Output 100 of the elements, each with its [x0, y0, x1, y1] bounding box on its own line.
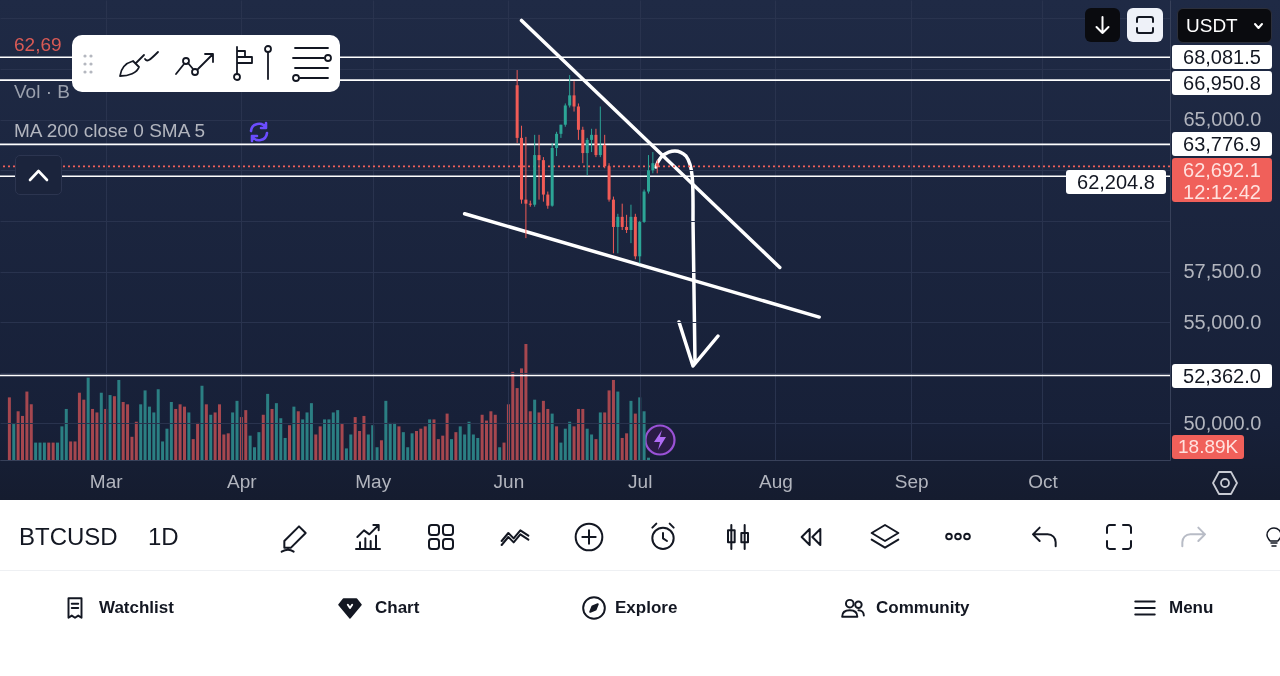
- bar: [620, 437, 624, 460]
- bar: [388, 422, 392, 460]
- bar: [428, 419, 432, 460]
- y-tick-label: 57,500.0: [1183, 260, 1262, 283]
- bar: [270, 408, 274, 460]
- bar: [353, 417, 357, 460]
- ref-line-label: 62,204.8: [1066, 170, 1166, 195]
- bar: [169, 402, 173, 460]
- bar: [480, 414, 484, 460]
- bar: [156, 389, 160, 460]
- bar: [29, 404, 33, 460]
- bar: [126, 404, 130, 460]
- bar: [196, 422, 200, 460]
- candlestick: [625, 214, 629, 234]
- bar: [611, 379, 615, 460]
- bar: [99, 392, 103, 460]
- bar: [349, 434, 353, 460]
- bar: [449, 439, 453, 460]
- bar: [296, 411, 300, 460]
- bar: [143, 390, 147, 460]
- bar: [436, 439, 440, 460]
- bar: [266, 393, 270, 460]
- bar: [559, 442, 563, 460]
- bar: [200, 385, 204, 460]
- bar: [226, 433, 230, 460]
- candlestick: [651, 151, 655, 174]
- bar: [301, 419, 305, 460]
- bar: [47, 442, 51, 460]
- bar: [511, 371, 515, 460]
- text: Chart: [375, 597, 420, 619]
- bar: [550, 413, 554, 460]
- bar: [419, 428, 423, 460]
- bar: [178, 404, 182, 460]
- bar: [585, 428, 589, 460]
- x-tick-label: Oct: [1028, 470, 1059, 492]
- bar: [568, 421, 572, 460]
- bar: [629, 400, 633, 460]
- bar: [244, 410, 248, 460]
- bar: [384, 400, 388, 460]
- candlestick: [568, 74, 572, 109]
- bar: [117, 379, 121, 460]
- x-tick-label: Apr: [227, 470, 258, 492]
- bar: [257, 432, 261, 460]
- bar: [60, 426, 64, 460]
- candlestick: [629, 204, 633, 244]
- ref-line-label: 52,362.0: [1172, 363, 1272, 388]
- ref-line-label: 63,776.9: [1172, 132, 1272, 157]
- bar: [401, 432, 405, 460]
- bar: [603, 412, 607, 460]
- bar: [410, 433, 414, 460]
- bar: [187, 412, 191, 460]
- x-tick-label: Mar: [89, 470, 124, 492]
- bar: [379, 440, 383, 460]
- y-tick-label: 65,000.0: [1183, 108, 1262, 131]
- bar: [581, 408, 585, 460]
- candlestick: [646, 154, 650, 195]
- bar: [95, 412, 99, 460]
- bar: [209, 414, 213, 460]
- bar: [165, 428, 169, 460]
- bar: [288, 425, 292, 460]
- bar: [34, 442, 38, 460]
- text: Menu: [1169, 597, 1214, 619]
- bar: [642, 411, 646, 460]
- bar: [248, 435, 252, 460]
- bar: [454, 432, 458, 460]
- x-tick-label: May: [355, 470, 392, 492]
- bar: [414, 431, 418, 460]
- bar: [493, 414, 497, 460]
- text: Watchlist: [99, 597, 174, 619]
- bar: [318, 426, 322, 460]
- candlestick: [581, 126, 585, 164]
- bar: [340, 424, 344, 460]
- x-tick-label: Jul: [628, 470, 653, 492]
- bar: [598, 412, 602, 460]
- x-tick-label: Jun: [493, 470, 525, 492]
- y-tick-label: 55,000.0: [1183, 310, 1262, 333]
- bar: [51, 442, 55, 460]
- x-tick-label: Sep: [894, 470, 929, 492]
- bar: [441, 435, 445, 460]
- bar: [16, 411, 20, 460]
- bar: [112, 396, 116, 460]
- text: Explore: [615, 597, 678, 619]
- bar: [139, 404, 143, 460]
- bar: [576, 408, 580, 460]
- ref-line-label: 68,081.5: [1172, 45, 1272, 70]
- candlestick: [576, 102, 580, 141]
- bar: [274, 403, 278, 460]
- bar: [633, 413, 637, 460]
- bar: [7, 397, 11, 460]
- text: Community: [876, 597, 970, 619]
- bar: [12, 424, 16, 460]
- bar: [594, 439, 598, 460]
- ref-line-label: 66,950.8: [1172, 71, 1272, 96]
- bar: [393, 422, 397, 460]
- bar: [77, 392, 81, 460]
- bar: [25, 391, 29, 460]
- bar: [134, 421, 138, 460]
- bar: [423, 426, 427, 460]
- y-tick-label: 50,000.0: [1183, 411, 1262, 434]
- candlestick: [620, 203, 624, 231]
